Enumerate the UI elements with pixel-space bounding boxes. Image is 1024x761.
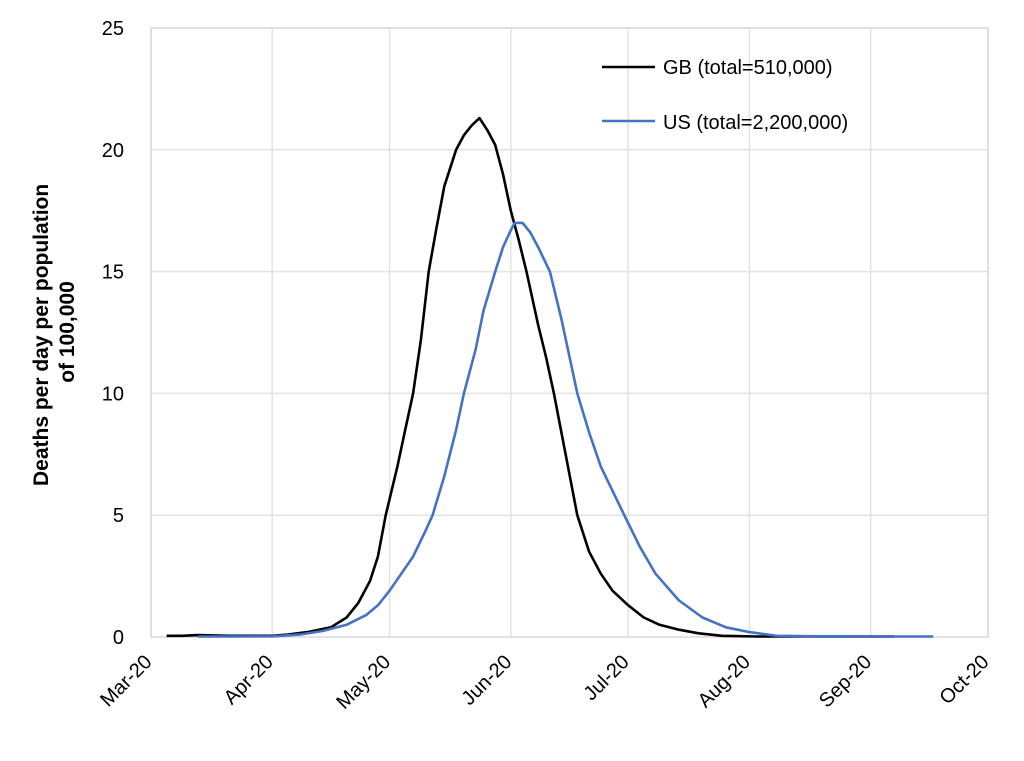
legend: GB (total=510,000) US (total=2,200,000) bbox=[602, 57, 848, 134]
x-tick-label: Sep-20 bbox=[815, 651, 876, 712]
series-line-gb bbox=[166, 116, 895, 638]
legend-label-gb: GB (total=510,000) bbox=[663, 57, 833, 79]
gridlines bbox=[150, 27, 989, 637]
x-axis-ticks: Mar-20 Apr-20 May-20 Jun-20 Jul-20 Aug-20 Sep-… bbox=[96, 651, 993, 714]
y-tick-label: 0 bbox=[113, 627, 124, 649]
legend-item-us: US (total=2,200,000) bbox=[602, 112, 848, 134]
y-tick-label: 25 bbox=[102, 18, 124, 40]
x-tick-label: Apr-20 bbox=[220, 651, 278, 709]
legend-item-gb: GB (total=510,000) bbox=[602, 57, 833, 79]
y-axis-label: Deaths per day per population of 100,000 bbox=[30, 178, 79, 486]
y-axis-label-line-1: Deaths per day per population bbox=[30, 184, 53, 486]
plot-area-border bbox=[150, 27, 989, 638]
series-lines bbox=[166, 116, 934, 638]
x-tick-label: Aug-20 bbox=[694, 651, 755, 712]
y-tick-label: 15 bbox=[102, 262, 124, 284]
x-tick-label: Jul-20 bbox=[580, 651, 634, 705]
x-tick-label: Mar-20 bbox=[96, 651, 156, 711]
legend-label-us: US (total=2,200,000) bbox=[663, 112, 848, 134]
y-tick-label: 5 bbox=[113, 505, 124, 527]
series-line-us bbox=[197, 221, 934, 638]
y-tick-label: 10 bbox=[102, 383, 124, 405]
x-tick-label: Jun-20 bbox=[458, 651, 517, 710]
x-tick-label: May-20 bbox=[332, 651, 395, 714]
x-tick-label: Oct-20 bbox=[936, 651, 994, 709]
y-axis-label-line-2: of 100,000 bbox=[56, 281, 79, 383]
y-tick-label: 20 bbox=[102, 140, 124, 162]
y-axis-ticks: 0 5 10 15 20 25 bbox=[102, 18, 124, 649]
